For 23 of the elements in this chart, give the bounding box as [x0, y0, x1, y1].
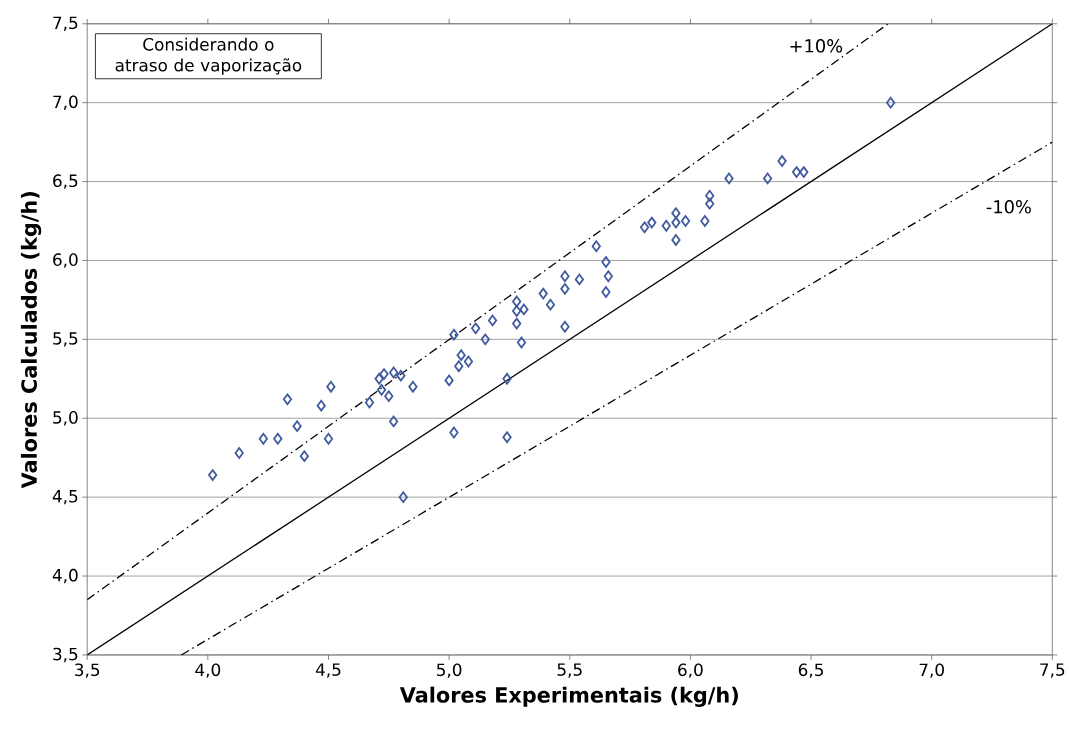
x-axis-title: Valores Experimentais (kg/h) — [399, 686, 738, 707]
x-tick-label: 6,5 — [798, 663, 823, 678]
y-tick-label: 7,0 — [53, 95, 78, 110]
x-tick-label: 7,5 — [1040, 663, 1065, 678]
y-tick-label: 6,5 — [53, 174, 78, 189]
y-axis-title: Valores Calculados (kg/h) — [20, 191, 42, 489]
x-tick-label: 5,5 — [557, 663, 582, 678]
y-tick-label: 7,5 — [53, 16, 78, 31]
annotation: -10% — [986, 199, 1031, 214]
y-tick-label: 6,0 — [53, 253, 78, 268]
y-tick-label: 4,0 — [52, 568, 78, 584]
annotation: +10% — [790, 39, 843, 53]
x-tick-label: 7,0 — [919, 663, 944, 678]
x-tick-label: 5,0 — [437, 663, 462, 678]
y-tick-label: 5,5 — [53, 332, 78, 347]
y-tick-label: 4,5 — [52, 489, 78, 505]
x-tick-label: 6,0 — [678, 663, 703, 678]
y-tick-label: 5,0 — [53, 410, 78, 426]
annotation: Considerando o atraso de vaporização — [115, 37, 302, 75]
x-tick-label: 4,5 — [315, 663, 341, 678]
x-tick-label: 3,5 — [75, 663, 100, 678]
x-tick-label: 4,0 — [195, 663, 221, 678]
y-tick-label: 3,5 — [53, 647, 78, 663]
